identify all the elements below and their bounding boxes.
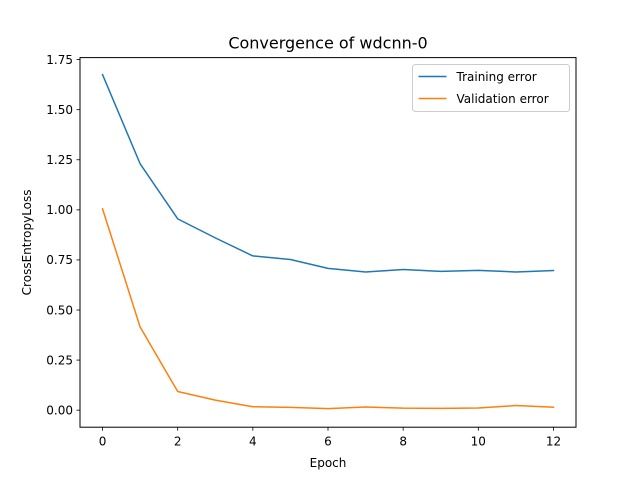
y-tick-label: 1.75 [46,53,73,67]
y-axis: 0.00 0.25 0.50 0.75 1.00 1.25 1.50 1.75 [46,53,80,417]
x-tick-label: 2 [174,435,182,449]
y-tick-label: 1.50 [46,103,73,117]
legend: Training error Validation error [412,64,570,112]
x-tick-label: 0 [99,435,107,449]
y-tick-label: 0.50 [46,303,73,317]
x-tick-label: 12 [546,435,561,449]
series-line-0 [101,73,555,273]
axes-frame [79,57,577,428]
y-tick-label: 0.75 [46,253,73,267]
legend-label: Validation error [457,92,549,106]
x-axis: 0 2 4 6 8 10 12 [99,427,561,449]
chart-title: Convergence of wdcnn-0 [228,34,427,53]
x-tick-label: 6 [324,435,332,449]
y-tick-label: 0.00 [46,403,73,417]
x-tick-label: 10 [471,435,486,449]
y-tick-label: 1.00 [46,203,73,217]
x-axis-label: Epoch [310,456,347,470]
y-tick-label: 0.25 [46,353,73,367]
y-tick-label: 1.25 [46,153,73,167]
plot-area [101,73,555,410]
legend-label: Training error [456,70,537,84]
x-tick-label: 4 [249,435,257,449]
series-line-1 [101,207,555,410]
x-tick-label: 8 [399,435,407,449]
legend-box [412,64,570,112]
y-axis-label: CrossEntropyLoss [20,189,34,295]
